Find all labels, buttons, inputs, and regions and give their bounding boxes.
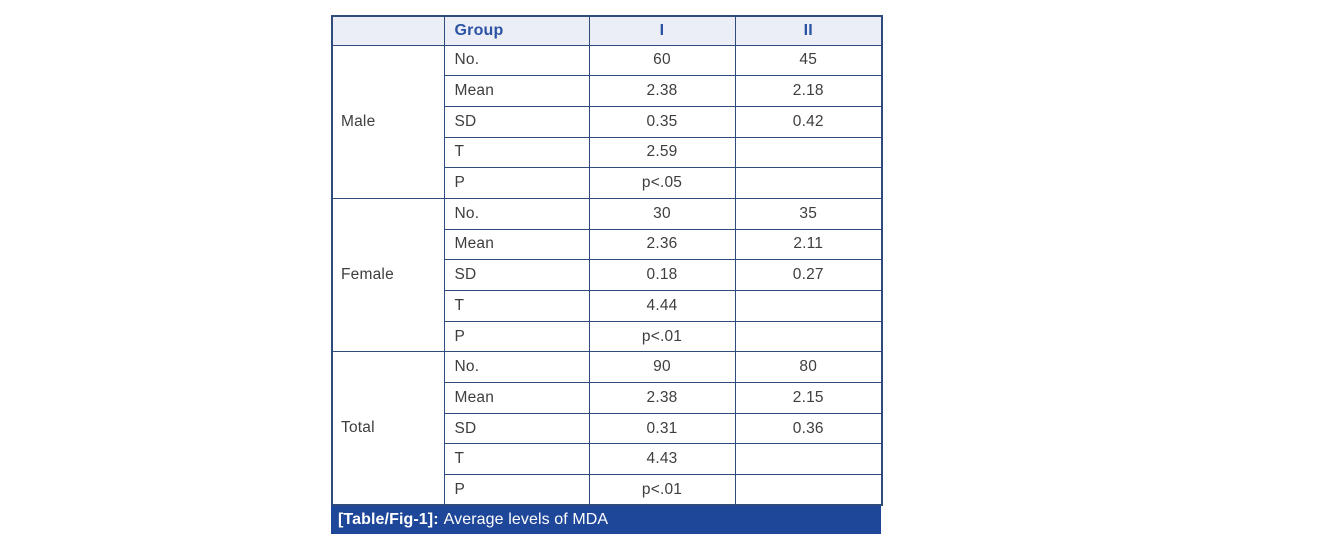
value-col-i: 0.31	[588, 412, 736, 445]
value-col-ii	[734, 136, 883, 169]
value-col-i: p<.01	[588, 474, 736, 506]
value-col-ii: 35	[734, 197, 883, 230]
value-col-i: 0.35	[588, 105, 736, 138]
value-col-ii	[734, 290, 883, 322]
stat-label: T	[443, 290, 590, 322]
value-col-ii: 45	[734, 44, 883, 77]
value-col-i: 4.43	[588, 443, 736, 476]
column-header-group-ii: II	[734, 15, 883, 46]
table-row: P p<.01	[332, 474, 883, 506]
value-col-ii: 2.18	[734, 75, 883, 107]
value-col-i: p<.01	[588, 320, 736, 353]
table-row: Female No. 30 35	[331, 197, 883, 353]
stat-label: No.	[443, 197, 590, 230]
value-col-i: 30	[588, 197, 736, 230]
value-col-i: 60	[588, 44, 736, 77]
table-row: T 4.44	[332, 290, 883, 322]
caption-text: Average levels of MDA	[443, 511, 609, 529]
value-col-ii	[734, 320, 883, 353]
stat-label: No.	[443, 44, 590, 77]
table-row: P p<.01	[332, 320, 883, 353]
table-row: SD 0.31 0.36	[332, 412, 883, 445]
stat-label: SD	[443, 412, 590, 445]
stat-label: Mean	[443, 228, 590, 261]
table-figure-1: Group I II Male No. 60 45 Mean 2.38 2.18	[331, 15, 883, 535]
table-row: SD 0.18 0.27	[332, 259, 883, 291]
table-row: Male No. 60 45	[331, 44, 883, 199]
value-col-i: 2.38	[588, 75, 736, 107]
table-row: Mean 2.38 2.15	[332, 382, 883, 414]
value-col-ii	[734, 474, 883, 506]
table-row: Mean 2.36 2.11	[332, 228, 883, 261]
value-col-ii	[734, 443, 883, 476]
value-col-i: 4.44	[588, 290, 736, 322]
table-row: T 4.43	[332, 443, 883, 476]
value-col-i: 2.59	[588, 136, 736, 169]
table-row: Mean 2.38 2.18	[332, 75, 883, 107]
table-header-row: Group I II	[331, 15, 883, 46]
stat-label: SD	[443, 105, 590, 138]
stat-label: T	[443, 443, 590, 476]
value-col-ii: 80	[734, 351, 883, 384]
table-row: Total No. 90 80	[331, 351, 883, 506]
value-col-i: 90	[588, 351, 736, 384]
value-col-ii: 0.36	[734, 412, 883, 445]
stat-label: Mean	[443, 75, 590, 107]
stat-label: No.	[443, 351, 590, 384]
value-col-i: 2.38	[588, 382, 736, 414]
caption-tag: [Table/Fig-1]:	[338, 511, 439, 529]
value-col-i: p<.05	[588, 167, 736, 199]
value-col-i: 2.36	[588, 228, 736, 261]
table-row: P p<.05	[332, 167, 883, 199]
value-col-ii: 0.27	[734, 259, 883, 291]
header-empty-cell	[331, 15, 445, 46]
mda-table: Group I II Male No. 60 45 Mean 2.38 2.18	[331, 15, 883, 507]
group-label-female: Female	[331, 197, 445, 353]
column-header-group-i: I	[588, 15, 736, 46]
value-col-ii: 2.15	[734, 382, 883, 414]
stat-label: T	[443, 136, 590, 169]
stat-label: P	[443, 320, 590, 353]
table-caption: [Table/Fig-1]: Average levels of MDA	[331, 506, 881, 535]
stat-label: SD	[443, 259, 590, 291]
value-col-ii: 2.11	[734, 228, 883, 261]
stat-label: P	[443, 167, 590, 199]
stat-label: P	[443, 474, 590, 506]
value-col-ii: 0.42	[734, 105, 883, 138]
value-col-i: 0.18	[588, 259, 736, 291]
column-header-group: Group	[443, 15, 590, 46]
group-label-total: Total	[331, 351, 445, 506]
value-col-ii	[734, 167, 883, 199]
table-row: SD 0.35 0.42	[332, 105, 883, 138]
group-label-male: Male	[331, 44, 445, 199]
stat-label: Mean	[443, 382, 590, 414]
